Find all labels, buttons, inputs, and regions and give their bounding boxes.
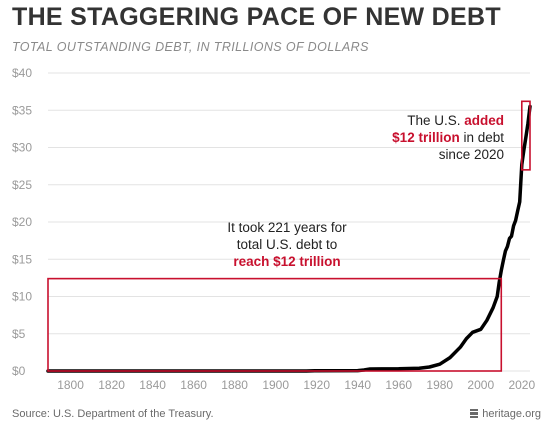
annotations: It took 221 years for total U.S. debt to r… — [227, 113, 504, 269]
x-tick-label: 1900 — [262, 378, 289, 392]
y-axis: $0 $5 $10 $15 $20 $25 $30 $35 $40 — [12, 66, 32, 378]
x-axis: 1800 1820 1840 1860 1880 1900 1920 1940 1960 1980… — [57, 378, 535, 392]
annotation-1-line: It took 221 years for — [227, 220, 347, 235]
x-tick-label: 1840 — [139, 378, 166, 392]
heritage-logo-icon — [470, 409, 479, 418]
x-tick-label: 2020 — [508, 378, 535, 392]
y-tick-label: $40 — [12, 66, 32, 80]
x-tick-label: 1940 — [344, 378, 371, 392]
chart-title: THE STAGGERING PACE OF NEW DEBT — [12, 3, 501, 31]
chart-subtitle: TOTAL OUTSTANDING DEBT, IN TRILLIONS OF … — [12, 40, 369, 54]
annotation-2-line: $12 trillion in debt — [392, 130, 504, 145]
annotation-2-line: since 2020 — [439, 147, 504, 162]
x-tick-label: 2000 — [467, 378, 494, 392]
highlight-box-1 — [47, 277, 503, 372]
brand-label: heritage.org — [482, 408, 541, 420]
source-note: Source: U.S. Department of the Treasury. — [12, 408, 214, 420]
highlight-boxes — [47, 100, 531, 372]
y-tick-label: $10 — [12, 290, 32, 304]
y-tick-label: $5 — [12, 327, 26, 341]
grid-lines — [48, 72, 530, 372]
debt-series-line — [46, 104, 532, 373]
x-tick-label: 1980 — [426, 378, 453, 392]
y-tick-label: $35 — [12, 103, 32, 117]
y-tick-label: $25 — [12, 178, 32, 192]
brand-link[interactable]: heritage.org — [470, 408, 541, 420]
annotation-1-line: total U.S. debt to — [237, 237, 338, 252]
x-tick-label: 1860 — [180, 378, 207, 392]
highlight-box-2 — [520, 100, 531, 171]
annotation-1-line: reach $12 trillion — [233, 254, 340, 269]
x-tick-label: 1800 — [57, 378, 84, 392]
annotation-2-line: The U.S. added — [407, 113, 504, 128]
y-tick-label: $15 — [12, 252, 32, 266]
x-tick-label: 1880 — [221, 378, 248, 392]
y-tick-label: $0 — [12, 364, 26, 378]
y-tick-label: $20 — [12, 215, 32, 229]
x-tick-label: 1920 — [303, 378, 330, 392]
x-tick-label: 1960 — [385, 378, 412, 392]
x-tick-label: 1820 — [98, 378, 125, 392]
y-tick-label: $30 — [12, 141, 32, 155]
